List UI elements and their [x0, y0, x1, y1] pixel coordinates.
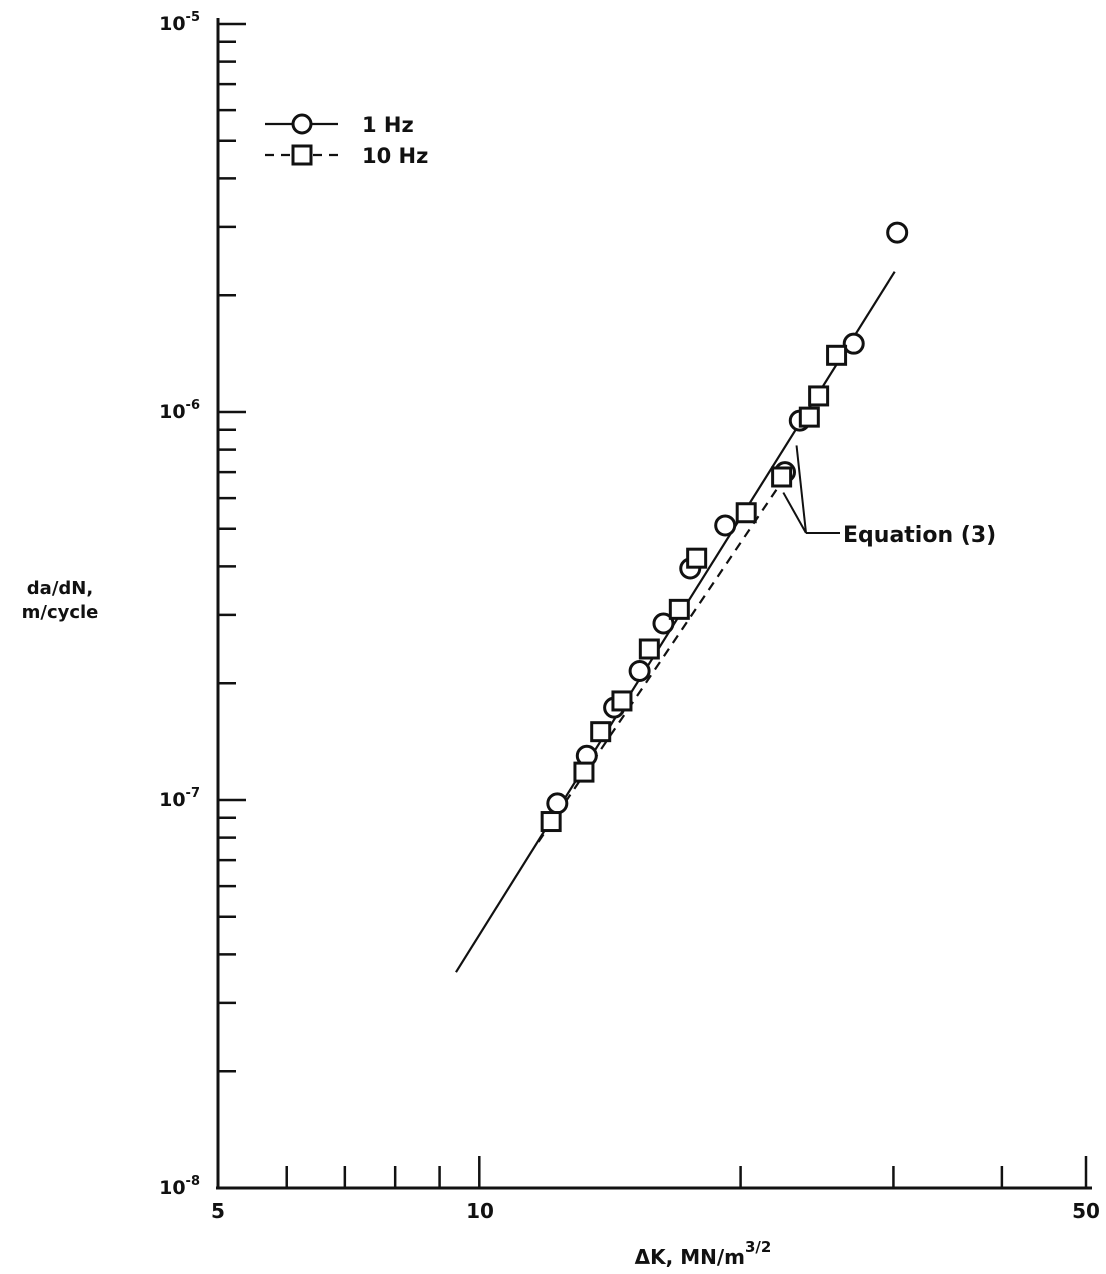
data-point-10hz — [808, 385, 830, 407]
equation-annotation: Equation (3) — [782, 445, 996, 548]
data-point-1hz — [886, 221, 909, 244]
data-point-1hz — [842, 332, 865, 355]
data-point-10hz — [638, 638, 660, 660]
y-tick-label-1e-8: 10-8 — [159, 1174, 200, 1199]
x-tick-label-5: 5 — [211, 1199, 225, 1223]
data-point-10hz — [590, 721, 612, 743]
legend-square-marker — [291, 144, 313, 166]
series-10hz-markers — [540, 344, 848, 833]
data-point-10hz — [573, 761, 595, 783]
legend-circle-marker — [291, 113, 313, 135]
y-tick-label-1e-6: 10-6 — [159, 398, 200, 423]
y-tick-label-1e-5: 10-5 — [159, 10, 200, 35]
fit-line-10hz — [537, 473, 788, 843]
svg-text:10-6: 10-6 — [159, 398, 200, 423]
x-tick-label-10: 10 — [466, 1199, 494, 1223]
x-tick-label-50: 50 — [1072, 1199, 1100, 1223]
data-point-10hz — [668, 598, 690, 620]
annotation-leader-lower — [782, 492, 807, 534]
data-point-1hz — [714, 514, 737, 537]
legend: 1 Hz 10 Hz — [265, 113, 428, 168]
legend-label-10hz: 10 Hz — [362, 144, 428, 168]
svg-text:10-7: 10-7 — [159, 786, 200, 811]
data-point-10hz — [798, 406, 820, 428]
x-axis-title: ΔK, MN/m3/2 — [635, 1238, 772, 1269]
data-point-10hz — [771, 466, 793, 488]
y-axis-title-line1: da/dN, — [27, 578, 93, 599]
annotation-leader-upper — [795, 445, 807, 534]
x-axis-ticks — [216, 1156, 1088, 1188]
legend-item-1hz: 1 Hz — [265, 113, 414, 137]
data-point-1hz — [546, 792, 569, 815]
svg-text:ΔK, MN/m3/2: ΔK, MN/m3/2 — [635, 1238, 772, 1269]
data-point-10hz — [540, 811, 562, 833]
fit-line-1hz — [455, 271, 896, 973]
legend-label-1hz: 1 Hz — [362, 113, 414, 137]
y-tick-label-1e-7: 10-7 — [159, 786, 200, 811]
data-point-1hz — [628, 660, 651, 683]
data-point-10hz — [686, 547, 708, 569]
data-point-1hz — [652, 612, 675, 635]
annotation-text: Equation (3) — [843, 523, 996, 548]
y-axis-title-line2: m/cycle — [22, 602, 99, 623]
svg-text:10-5: 10-5 — [159, 10, 200, 35]
data-point-10hz — [735, 502, 757, 524]
legend-item-10hz: 10 Hz — [265, 144, 428, 168]
data-point-10hz — [826, 344, 848, 366]
data-point-10hz — [611, 690, 633, 712]
y-axis-ticks — [218, 22, 246, 1190]
svg-text:10-8: 10-8 — [159, 1174, 200, 1199]
